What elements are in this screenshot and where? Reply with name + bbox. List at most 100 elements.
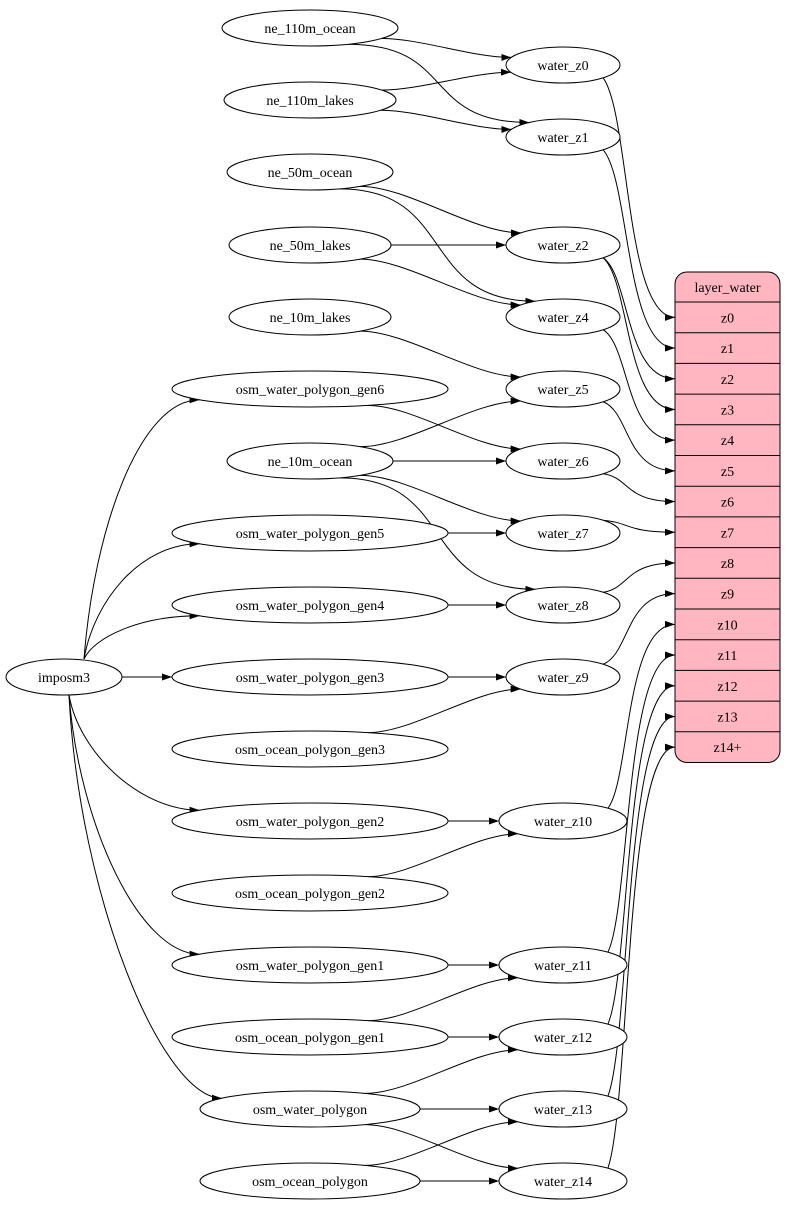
node-label: water_z4: [537, 311, 588, 326]
node-water-z0: water_z0: [505, 46, 621, 84]
edge-ne-110m-ocean-to-water-z1: [347, 43, 530, 126]
node-label: osm_ocean_polygon_gen1: [235, 1031, 385, 1046]
record-field-z12: z12: [717, 680, 737, 695]
node-label: water_z14: [534, 1175, 592, 1190]
node-osm-water-polygon: osm_water_polygon: [199, 1090, 421, 1128]
node-ellipse: [171, 514, 449, 552]
record-field-z13: z13: [717, 710, 737, 725]
record-field-z11: z11: [718, 649, 738, 664]
record-field-z0: z0: [721, 311, 734, 326]
nodes: ne_110m_ocean ne_110m_lakes ne_50m_oceanne…: [5, 9, 628, 1200]
node-ellipse: [223, 81, 397, 119]
edge-osm-ocean-polygon-gen2-to-water-z10: [367, 830, 519, 878]
node-ellipse: [199, 1090, 421, 1128]
edge-osm-water-polygon-to-water-z14: [364, 1124, 519, 1172]
node-water-z4: water_z4: [505, 298, 621, 336]
node-water-z12: water_z12: [498, 1018, 628, 1056]
edge-water-z4-to-layer-water-z4: [602, 329, 676, 444]
node-ne-10m-ocean: ne_10m_ocean: [226, 442, 394, 480]
node-label: water_z12: [534, 1031, 592, 1046]
node-label: osm_water_polygon_gen5: [236, 527, 385, 542]
edge-water-z2-to-layer-water-z2: [602, 257, 676, 383]
node-ellipse: [505, 658, 621, 696]
node-ellipse: [171, 586, 449, 624]
edge-ne-110m-ocean-to-water-z0: [381, 37, 512, 61]
edge-osm-water-polygon-gen6-to-water-z6: [367, 404, 521, 453]
edge-water-z13-to-layer-water-z13: [607, 713, 676, 1097]
node-ellipse: [498, 1162, 628, 1200]
node-ne-110m-lakes: ne_110m_lakes: [223, 81, 397, 119]
node-label: water_z10: [534, 815, 592, 830]
node-osm-water-polygon-gen3: osm_water_polygon_gen3: [171, 658, 449, 696]
node-osm-ocean-polygon-gen3: osm_ocean_polygon_gen3: [171, 730, 449, 768]
edge-water-z11-to-layer-water-z11: [607, 651, 676, 953]
node-ellipse: [171, 874, 449, 912]
edge-ne-10m-ocean-to-water-z7: [360, 474, 521, 525]
edge-water-z1-to-layer-water-z1: [602, 149, 676, 352]
edge-ne-10m-lakes-to-water-z5: [359, 330, 521, 381]
node-ellipse: [221, 9, 399, 47]
record-field-z7: z7: [721, 526, 734, 541]
record-field-z4: z4: [721, 434, 734, 449]
node-label: osm_water_polygon_gen2: [236, 815, 385, 830]
node-label: water_z0: [537, 59, 588, 74]
edge-osm-ocean-polygon-gen1-to-water-z11: [367, 974, 519, 1022]
record-field-z1: z1: [721, 342, 734, 357]
edge-ne-110m-lakes-to-water-z0: [381, 68, 511, 91]
node-ellipse: [505, 586, 621, 624]
node-imposm3: imposm3: [5, 658, 123, 696]
node-osm-ocean-polygon-gen2: osm_ocean_polygon_gen2: [171, 874, 449, 912]
node-label: water_z8: [537, 599, 588, 614]
record-field-z6: z6: [721, 496, 734, 511]
edge-water-z10-to-layer-water-z10: [607, 620, 676, 809]
node-ellipse: [199, 1162, 421, 1200]
node-water-z6: water_z6: [505, 442, 621, 480]
node-water-z9: water_z9: [505, 658, 621, 696]
record-title: layer_water: [694, 281, 760, 296]
edge-osm-ocean-polygon-to-water-z13: [364, 1118, 519, 1166]
node-ellipse: [226, 153, 394, 191]
node-label: osm_ocean_polygon: [252, 1175, 368, 1190]
node-ne-10m-lakes: ne_10m_lakes: [228, 298, 392, 336]
edge-water-z9-to-layer-water-z9: [602, 590, 676, 665]
node-osm-water-polygon-gen6: osm_water_polygon_gen6: [171, 370, 449, 408]
record-field-z9: z9: [721, 588, 734, 603]
record-field-z10: z10: [717, 618, 737, 633]
node-ne-50m-lakes: ne_50m_lakes: [228, 226, 392, 264]
node-water-z7: water_z7: [505, 514, 621, 552]
record-field-z14-plus: z14+: [713, 741, 741, 756]
node-osm-water-polygon-gen4: osm_water_polygon_gen4: [171, 586, 449, 624]
node-label: water_z13: [534, 1103, 592, 1118]
node-label: water_z1: [537, 131, 588, 146]
node-water-z14: water_z14: [498, 1162, 628, 1200]
edge-imposm3-to-osm-water-polygon-gen5: [83, 540, 200, 660]
node-label: osm_water_polygon_gen3: [236, 671, 385, 686]
edge-ne-10m-ocean-to-water-z5: [360, 397, 521, 448]
edge-water-z2-to-layer-water-z3: [602, 257, 676, 413]
node-label: water_z2: [537, 239, 588, 254]
node-ellipse: [171, 802, 449, 840]
node-ellipse: [498, 1090, 628, 1128]
node-ellipse: [171, 730, 449, 768]
node-osm-ocean-polygon-gen1: osm_ocean_polygon_gen1: [171, 1018, 449, 1056]
node-label: water_z7: [537, 527, 588, 542]
edge-ne-50m-ocean-to-water-z2: [359, 185, 521, 237]
node-ellipse: [505, 46, 621, 84]
node-label: osm_water_polygon_gen1: [236, 959, 385, 974]
node-label: ne_110m_ocean: [264, 22, 355, 37]
node-water-z5: water_z5: [505, 370, 621, 408]
node-label: ne_10m_lakes: [270, 311, 351, 326]
node-label: osm_water_polygon_gen6: [236, 383, 385, 398]
node-ellipse: [228, 226, 392, 264]
edge-imposm3-to-osm-water-polygon-gen6: [83, 396, 200, 660]
node-label: osm_water_polygon: [253, 1103, 367, 1118]
edge-water-z5-to-layer-water-z5: [602, 401, 676, 475]
node-ellipse: [171, 946, 449, 984]
layer-water-record: layer_water z0 z1 z2 z3 z4 z5 z6 z7 z8 z9 z10 z11 z12…: [674, 271, 781, 763]
node-label: water_z11: [534, 959, 592, 974]
node-ellipse: [498, 1018, 628, 1056]
node-label: osm_ocean_polygon_gen2: [235, 887, 385, 902]
node-ellipse: [171, 658, 449, 696]
edge-osm-water-polygon-to-water-z12: [364, 1046, 519, 1094]
node-ne-110m-ocean: ne_110m_ocean: [221, 9, 399, 47]
